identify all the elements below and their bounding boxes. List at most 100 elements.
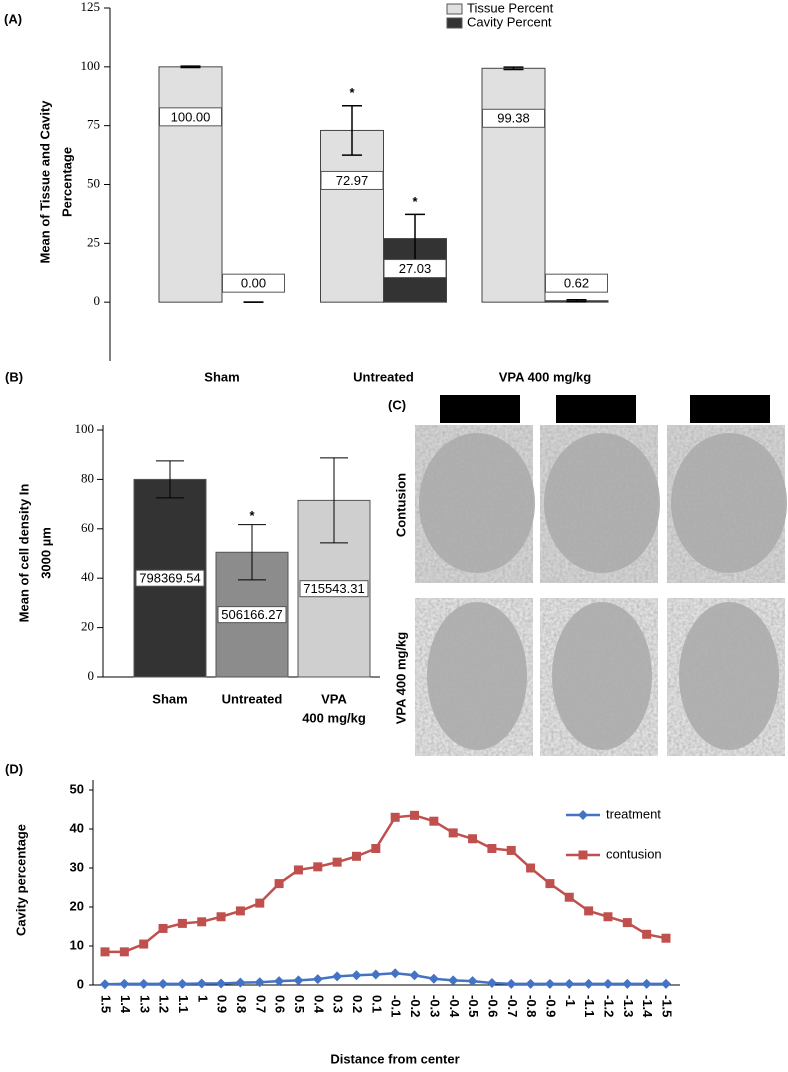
x-tick-label: -0.4 (447, 995, 462, 1018)
legend-swatch (446, 17, 463, 29)
bar-text: 506166.27 (221, 607, 282, 622)
point (177, 918, 187, 928)
x-tick-label: 0.5 (292, 995, 307, 1013)
value-label: 99.38 (497, 111, 530, 126)
value-label-box (159, 107, 222, 127)
point (177, 978, 188, 989)
error-bar (238, 524, 266, 581)
x-tick-label: 1 (195, 995, 210, 1002)
column-header: Caudal (459, 401, 500, 416)
point (197, 917, 207, 927)
x-tick-label: 1.2 (157, 995, 172, 1013)
panel-label: (B) (5, 369, 23, 384)
legend-marker (578, 810, 588, 820)
x-tick-label: 0.1 (369, 995, 384, 1013)
value-label: 27.03 (399, 261, 432, 276)
y-tick-label: 10 (70, 937, 84, 952)
panel-label: (D) (5, 761, 23, 776)
point (428, 973, 439, 984)
value-label: 0.62 (564, 276, 589, 291)
point (448, 975, 459, 986)
value-label-box (383, 259, 447, 279)
point (564, 892, 574, 902)
x-tick-label: -0.2 (408, 995, 423, 1017)
value-label-box (320, 170, 384, 190)
x-tick-label: 0.3 (331, 995, 346, 1013)
y-tick-label: 0 (88, 668, 95, 683)
legend-label: treatment (606, 806, 661, 821)
point (602, 978, 613, 989)
column-header: Rostral (709, 401, 750, 416)
point (448, 828, 458, 838)
x-tick-label: Sham (152, 691, 187, 706)
y-axis-label: 3000 µm (38, 527, 53, 579)
point (661, 933, 671, 943)
x-tick-label: 1.4 (118, 995, 133, 1014)
value-label: 0.00 (241, 276, 266, 291)
point (119, 947, 129, 957)
error-bar (566, 299, 587, 303)
point (370, 969, 381, 980)
legend-label: Cavity Percent (467, 14, 552, 29)
panel-label: (A) (4, 11, 22, 26)
legend-label: contusion (606, 846, 662, 861)
point (584, 906, 594, 916)
legend-label: Tissue Percent (467, 0, 554, 15)
point (525, 978, 536, 989)
tissue-section (552, 602, 652, 750)
point (293, 865, 303, 875)
y-tick-label: 0 (77, 976, 84, 991)
x-axis-label: Distance from center (330, 1051, 459, 1066)
y-tick-label: 40 (81, 569, 94, 584)
x-tick-label: 0.7 (253, 995, 268, 1013)
point (351, 851, 361, 861)
point (545, 879, 555, 889)
point (274, 976, 285, 987)
y-tick-label: 125 (81, 0, 101, 14)
value-label: 72.97 (336, 173, 369, 188)
point (216, 978, 227, 989)
point (332, 857, 342, 867)
x-tick-label: -1.1 (582, 995, 597, 1017)
bar-text-box (299, 580, 369, 598)
y-axis-label: Mean of Tissue and Cavity (37, 100, 52, 264)
point (255, 898, 265, 908)
y-tick-label: 0 (94, 293, 101, 308)
x-tick-label: -0.3 (427, 995, 442, 1017)
point (138, 978, 149, 989)
y-tick-label: 50 (87, 175, 100, 190)
point (583, 978, 594, 989)
point (642, 929, 652, 939)
significance-marker: * (412, 194, 418, 209)
y-tick-label: 40 (70, 820, 84, 835)
y-tick-label: 100 (81, 58, 101, 73)
point (293, 975, 304, 986)
point (564, 978, 575, 989)
point (158, 923, 168, 933)
panel-label: (C) (388, 397, 406, 412)
point (622, 918, 632, 928)
x-tick-label: Untreated (353, 369, 414, 384)
x-tick-label: -1.2 (602, 995, 617, 1017)
point (119, 978, 130, 989)
y-tick-label: 30 (70, 859, 84, 874)
column-header-box (556, 395, 636, 423)
point (526, 863, 536, 873)
point (139, 939, 149, 949)
error-bar (180, 65, 201, 69)
point (313, 862, 323, 872)
tissue-section (419, 433, 535, 573)
y-axis-label: Mean of cell density In (16, 484, 31, 623)
y-tick-label: 80 (81, 470, 94, 485)
line (105, 814, 667, 954)
point (506, 978, 517, 989)
legend-swatch (446, 3, 463, 15)
point (312, 974, 323, 985)
significance-marker: * (349, 85, 355, 100)
value-label-box (482, 108, 545, 128)
x-tick-label: 1.3 (137, 995, 152, 1013)
error-bar (342, 104, 362, 156)
point (486, 978, 497, 989)
bar (320, 129, 384, 303)
